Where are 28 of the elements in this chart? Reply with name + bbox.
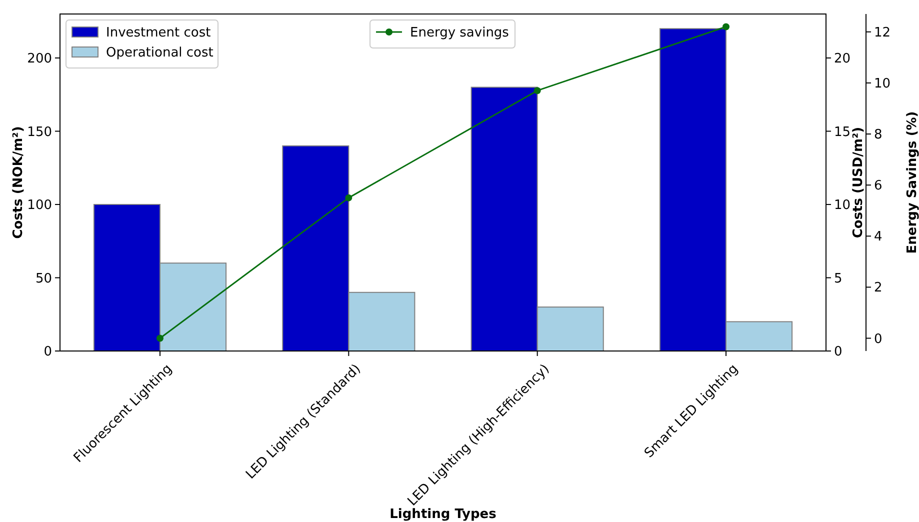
y-tick-label: 150 [27, 124, 52, 140]
y-tick-label: 200 [27, 52, 52, 67]
y-tick-label: 50 [35, 271, 52, 286]
y3-tick-label: 2 [874, 280, 882, 296]
y-axis-title: Costs (NOK/m²) [11, 126, 26, 239]
y-tick-label: 0 [44, 344, 52, 360]
y2-tick-label: 10 [834, 198, 851, 214]
point [722, 23, 730, 30]
point [156, 334, 164, 342]
point [345, 194, 352, 202]
y3-tick-label: 10 [874, 76, 891, 92]
y3-axis-title: Energy Savings (%) [905, 111, 919, 254]
y2-tick-label: 15 [834, 124, 851, 140]
y3-tick-label: 8 [874, 128, 882, 143]
y2-tick-label: 20 [834, 52, 851, 67]
y3-tick-label: 12 [874, 25, 891, 40]
y3-tick-label: 4 [874, 230, 882, 245]
y2-tick-label: 5 [834, 271, 842, 286]
y3-tick-label: 6 [874, 178, 882, 194]
y2-axis-title: Costs (USD/m²) [851, 126, 866, 238]
x-axis-title: Lighting Types [390, 507, 497, 522]
y2-tick-label: 0 [834, 344, 842, 360]
legend-label: Operational cost [106, 46, 214, 61]
legend-label: Investment cost [106, 26, 211, 41]
legend-label: Energy savings [410, 26, 510, 41]
point [534, 87, 541, 94]
y3-tick-label: 0 [874, 332, 882, 347]
y-tick-label: 100 [27, 198, 52, 214]
